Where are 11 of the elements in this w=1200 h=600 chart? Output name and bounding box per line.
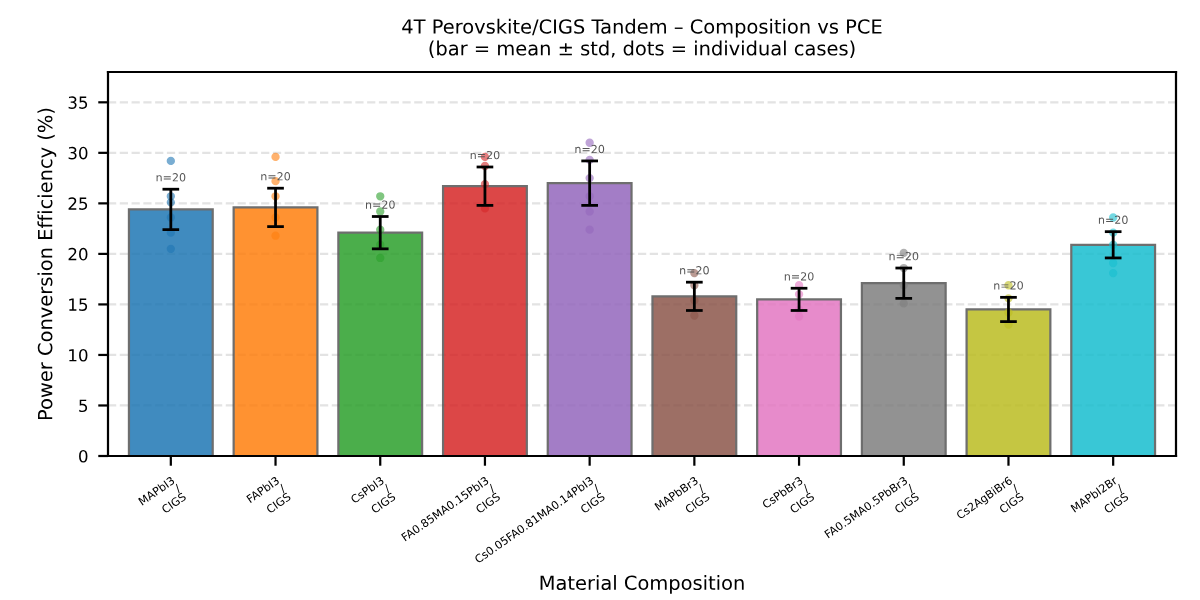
- y-tick-label: 20: [68, 247, 88, 261]
- chart-title: 4T Perovskite/CIGS Tandem – Composition vs PCE (bar = mean ± std, dots = individual cases): [402, 18, 882, 58]
- y-tick-label: 25: [68, 197, 88, 210]
- y-tick-label: 30: [68, 146, 88, 160]
- y-tick-label: 35: [68, 96, 88, 109]
- y-tick-label: 5: [79, 399, 88, 413]
- y-tick-label: 10: [69, 348, 88, 362]
- y-tick-label: 0: [79, 449, 88, 463]
- y-tick-label: 15: [69, 298, 88, 311]
- y-axis-title: Power Conversion Efficiency (%): [37, 108, 57, 420]
- x-axis-title: Material Composition: [540, 575, 744, 594]
